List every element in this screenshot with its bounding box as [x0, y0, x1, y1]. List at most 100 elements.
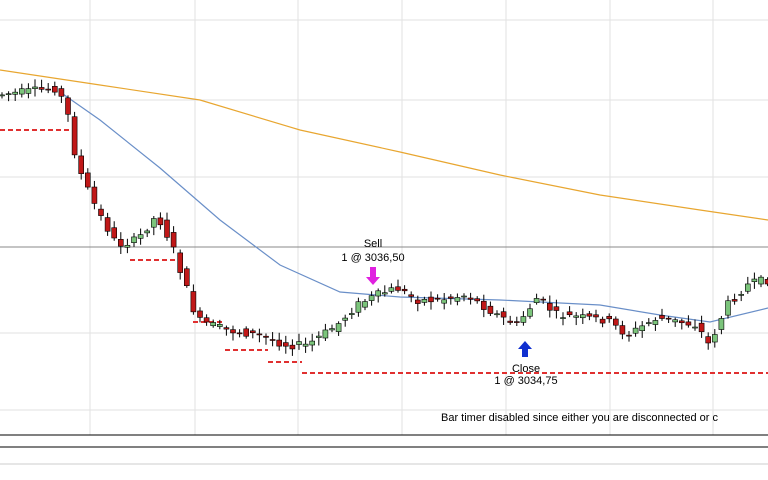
candle-body: [619, 325, 626, 335]
candle-body: [527, 308, 533, 317]
candle-body: [586, 313, 593, 317]
candle-body: [85, 172, 91, 188]
candle-body: [25, 88, 32, 94]
candle-body: [560, 317, 566, 319]
candle-body: [236, 332, 243, 335]
candle-body: [256, 333, 263, 336]
candle-body: [230, 329, 236, 334]
candle-body: [381, 292, 388, 295]
candle-body: [401, 288, 408, 292]
candle-body: [296, 341, 302, 345]
candle-body: [157, 217, 164, 226]
candle-body: [322, 329, 329, 339]
candle-body: [151, 218, 157, 228]
candle-body: [375, 290, 382, 297]
candle-body: [500, 311, 507, 318]
candle-body: [744, 283, 751, 292]
candle-body: [263, 335, 269, 338]
candle-body: [606, 315, 613, 320]
candle-body: [540, 298, 547, 301]
candle-body: [731, 299, 738, 302]
candle-body: [520, 316, 527, 323]
candle-body: [652, 320, 659, 325]
candle-body: [18, 88, 25, 95]
order-action: Close: [512, 363, 540, 375]
order-fill: 1 @ 3036,50: [341, 252, 404, 264]
candle-body: [546, 302, 553, 311]
candle-body: [632, 327, 639, 334]
candle-body: [269, 339, 276, 341]
candle-body: [78, 155, 84, 174]
candle-body: [566, 311, 573, 316]
candle-body: [309, 340, 316, 346]
candle-body: [71, 116, 78, 156]
candle-body: [124, 244, 131, 248]
candle-body: [659, 315, 665, 319]
candle-body: [507, 320, 514, 323]
candle-body: [494, 313, 500, 316]
candle-body: [758, 276, 764, 285]
candle-body: [190, 291, 197, 313]
candle-body: [533, 298, 540, 303]
stop-lines: [0, 129, 768, 374]
grid: [0, 0, 768, 435]
candle-body: [665, 317, 672, 320]
candle-body: [678, 320, 685, 324]
candle-body: [362, 301, 368, 308]
candle-body: [177, 252, 183, 273]
candle-body: [447, 296, 454, 299]
candle-body: [342, 317, 349, 321]
candle-body: [131, 236, 137, 243]
candle-body: [685, 321, 692, 326]
candle-body: [480, 300, 487, 310]
candle-body: [5, 93, 12, 95]
candle-body: [243, 328, 249, 337]
candle-body: [0, 94, 5, 97]
candle-body: [58, 88, 65, 97]
sell-arrow: [366, 267, 380, 285]
candle-body: [65, 97, 71, 115]
candle-body: [599, 318, 606, 324]
candle-body: [454, 297, 461, 302]
candle-body: [553, 306, 560, 311]
candle-body: [118, 239, 124, 247]
candle-body: [645, 322, 652, 324]
candle-body: [217, 323, 223, 327]
candle-body: [38, 87, 45, 90]
candle-body: [348, 313, 355, 315]
candle-body: [738, 294, 745, 296]
candle-body: [461, 295, 467, 298]
candle-body: [282, 342, 289, 347]
candle-body: [51, 86, 58, 93]
candle-body: [414, 299, 421, 304]
status-message: Bar timer disabled since either you are …: [441, 412, 718, 424]
candle-body: [573, 315, 580, 318]
candle-body: [725, 300, 731, 316]
candle-body: [408, 294, 415, 297]
candle-body: [184, 268, 190, 286]
candle-body: [705, 336, 712, 344]
candle-body: [698, 322, 705, 333]
candle-body: [579, 314, 586, 319]
candle-body: [12, 91, 18, 95]
candle-body: [395, 286, 401, 291]
candle-body: [170, 232, 177, 248]
candle-body: [203, 317, 210, 323]
candle-body: [144, 230, 150, 234]
candle-body: [487, 305, 494, 314]
candle-body: [197, 310, 203, 318]
slow-average: [0, 69, 768, 221]
candle-body: [164, 219, 170, 238]
candle-body: [388, 287, 395, 292]
candle-body: [368, 295, 375, 301]
candle-body: [612, 318, 619, 326]
candle-body: [593, 314, 599, 318]
candle-body: [467, 297, 474, 300]
candle-body: [513, 321, 520, 323]
candle-body: [711, 334, 718, 343]
candle-body: [639, 325, 646, 332]
candle-body: [329, 328, 335, 331]
